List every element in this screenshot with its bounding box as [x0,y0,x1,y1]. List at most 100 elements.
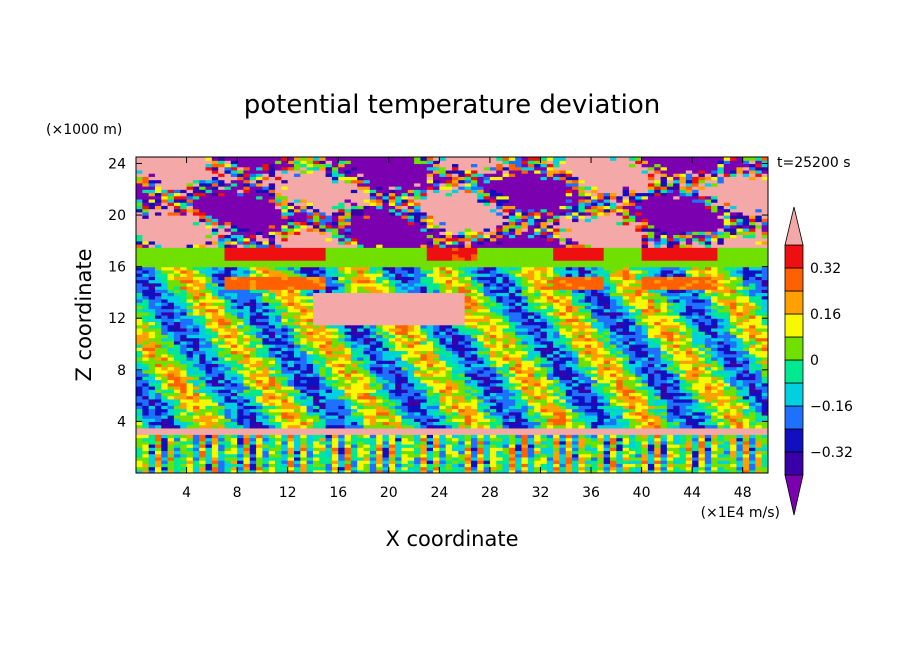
heatmap-cell [711,418,719,422]
heatmap-cell [591,463,598,468]
heatmap-cell [521,424,529,429]
heatmap-cell [249,447,257,452]
heatmap-cell [515,373,523,377]
heatmap-cell [173,395,181,400]
heatmap-cell [458,373,466,377]
heatmap-cell [521,437,529,442]
heatmap-cell [312,344,320,348]
heatmap-cell [711,379,719,384]
heatmap-cell [673,311,681,316]
heatmap-cell [616,427,624,432]
heatmap-cell [142,466,150,471]
heatmap-cell [749,356,756,361]
heatmap-cell [610,315,617,319]
heatmap-cell [262,418,270,422]
heatmap-cell [306,450,314,455]
heatmap-cell [565,347,573,352]
heatmap-cell [546,405,554,410]
heatmap-cell [470,379,478,384]
heatmap-cell [312,447,320,452]
heatmap-cell [527,376,535,381]
heatmap-cell [369,431,377,435]
heatmap-cell [167,376,175,381]
heatmap-cell [452,376,459,381]
heatmap-cell [205,382,213,387]
heatmap-cell [319,440,327,445]
heatmap-cell [508,366,516,371]
heatmap-cell [647,360,655,364]
heatmap-cell [148,427,156,432]
heatmap-cell [458,382,466,387]
heatmap-cell [180,363,188,368]
heatmap-cell [755,395,763,400]
heatmap-cell [489,350,497,355]
heatmap-cell [597,453,605,458]
heatmap-cell [452,347,459,352]
heatmap-cell [407,434,415,439]
heatmap-cell [470,456,478,461]
heatmap-cell [477,469,485,473]
heatmap-cell [136,327,143,332]
heatmap-cell [464,405,472,410]
heatmap-cell [268,366,276,371]
heatmap-cell [382,344,390,348]
heatmap-cell [275,315,282,319]
heatmap-cell [572,385,579,390]
heatmap-cell [698,463,706,468]
heatmap-cell [142,379,150,384]
heatmap-cell [666,321,674,326]
heatmap-cell [540,469,548,473]
heatmap-cell [173,414,181,419]
heatmap-cell [641,360,649,364]
heatmap-cell [376,347,384,352]
heatmap-cell [275,434,282,439]
heatmap-cell [294,421,301,426]
heatmap-cell [376,353,384,358]
heatmap-cell [654,340,662,345]
heatmap-cell [262,395,270,400]
heatmap-cell [553,414,561,419]
heatmap-cell [199,366,207,371]
heatmap-cell [249,373,257,377]
heatmap-cell [344,389,352,393]
heatmap-cell [540,363,548,368]
heatmap-cell [218,424,226,429]
heatmap-cell [218,392,226,397]
heatmap-cell [489,427,497,432]
heatmap-cell [439,347,447,352]
heatmap-cell [300,466,308,471]
heatmap-cell [363,311,371,316]
heatmap-cell [622,424,630,429]
heatmap-cell [508,363,516,368]
heatmap-cell [647,460,655,464]
heatmap-cell [704,321,712,326]
heatmap-cell [136,437,143,442]
heatmap-cell [628,353,636,358]
heatmap-cell [761,453,768,458]
heatmap-cell [483,450,491,455]
heatmap-cell [439,327,447,332]
heatmap-cell [540,353,548,358]
heatmap-cell [395,456,403,461]
heatmap-cell [717,353,725,358]
heatmap-cell [723,398,731,403]
heatmap-cell [319,315,327,319]
heatmap-cell [142,414,150,419]
heatmap-cell [572,373,579,377]
heatmap-cell [331,395,339,400]
heatmap-cell [433,434,440,439]
heatmap-cell [477,315,485,319]
heatmap-cell [180,347,188,352]
heatmap-cell [641,363,649,368]
heatmap-cell [363,369,371,374]
heatmap-cell [331,450,339,455]
heatmap-cell [312,463,320,468]
heatmap-cell [597,447,605,452]
heatmap-cell [154,344,162,348]
heatmap-cell [312,469,320,473]
heatmap-cell [420,334,428,339]
heatmap-cell [635,324,643,329]
heatmap-cell [363,334,371,339]
heatmap-cell [325,321,333,326]
heatmap-cell [502,369,510,374]
